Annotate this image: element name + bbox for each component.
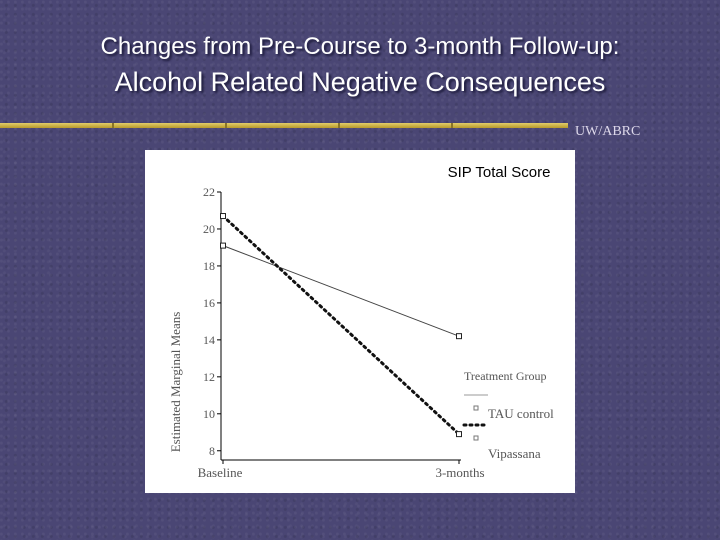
slide-title-line1: Changes from Pre-Course to 3-month Follo… [0, 33, 720, 61]
y-tick-label: 22 [203, 185, 215, 199]
legend-title: Treatment Group [464, 369, 547, 383]
y-tick-label: 16 [203, 296, 215, 310]
x-tick-label: Baseline [198, 465, 243, 480]
chart-title: SIP Total Score [448, 164, 551, 181]
data-point-marker [457, 432, 462, 437]
title-divider-rule [0, 123, 568, 128]
y-tick-label: 8 [209, 444, 215, 458]
series-line-vipassana [223, 216, 459, 434]
divider-tick [112, 123, 114, 128]
y-tick-label: 20 [203, 222, 215, 236]
y-tick-label: 12 [203, 370, 215, 384]
y-axis-label: Estimated Marginal Means [168, 312, 183, 453]
y-tick-label: 14 [203, 333, 215, 347]
data-point-marker [221, 214, 226, 219]
x-tick-label: 3-months [435, 465, 484, 480]
credit-label: UW/ABRC [575, 124, 640, 140]
y-tick-label: 18 [203, 259, 215, 273]
slide-title-line2: Alcohol Related Negative Consequences [0, 67, 720, 98]
data-point-marker [221, 243, 226, 248]
divider-tick [338, 123, 340, 128]
legend-label: Vipassana [488, 446, 541, 461]
divider-tick [451, 123, 453, 128]
y-tick-label: 10 [203, 407, 215, 421]
series-line-tau-control [223, 246, 459, 337]
chart: SIP Total Score Estimated Marginal Means… [145, 150, 575, 493]
data-point-marker [457, 334, 462, 339]
legend-marker [474, 436, 478, 440]
divider-tick [225, 123, 227, 128]
legend-marker [474, 406, 478, 410]
chart-panel: SIP Total Score Estimated Marginal Means… [145, 150, 575, 493]
legend-label: TAU control [488, 406, 554, 421]
